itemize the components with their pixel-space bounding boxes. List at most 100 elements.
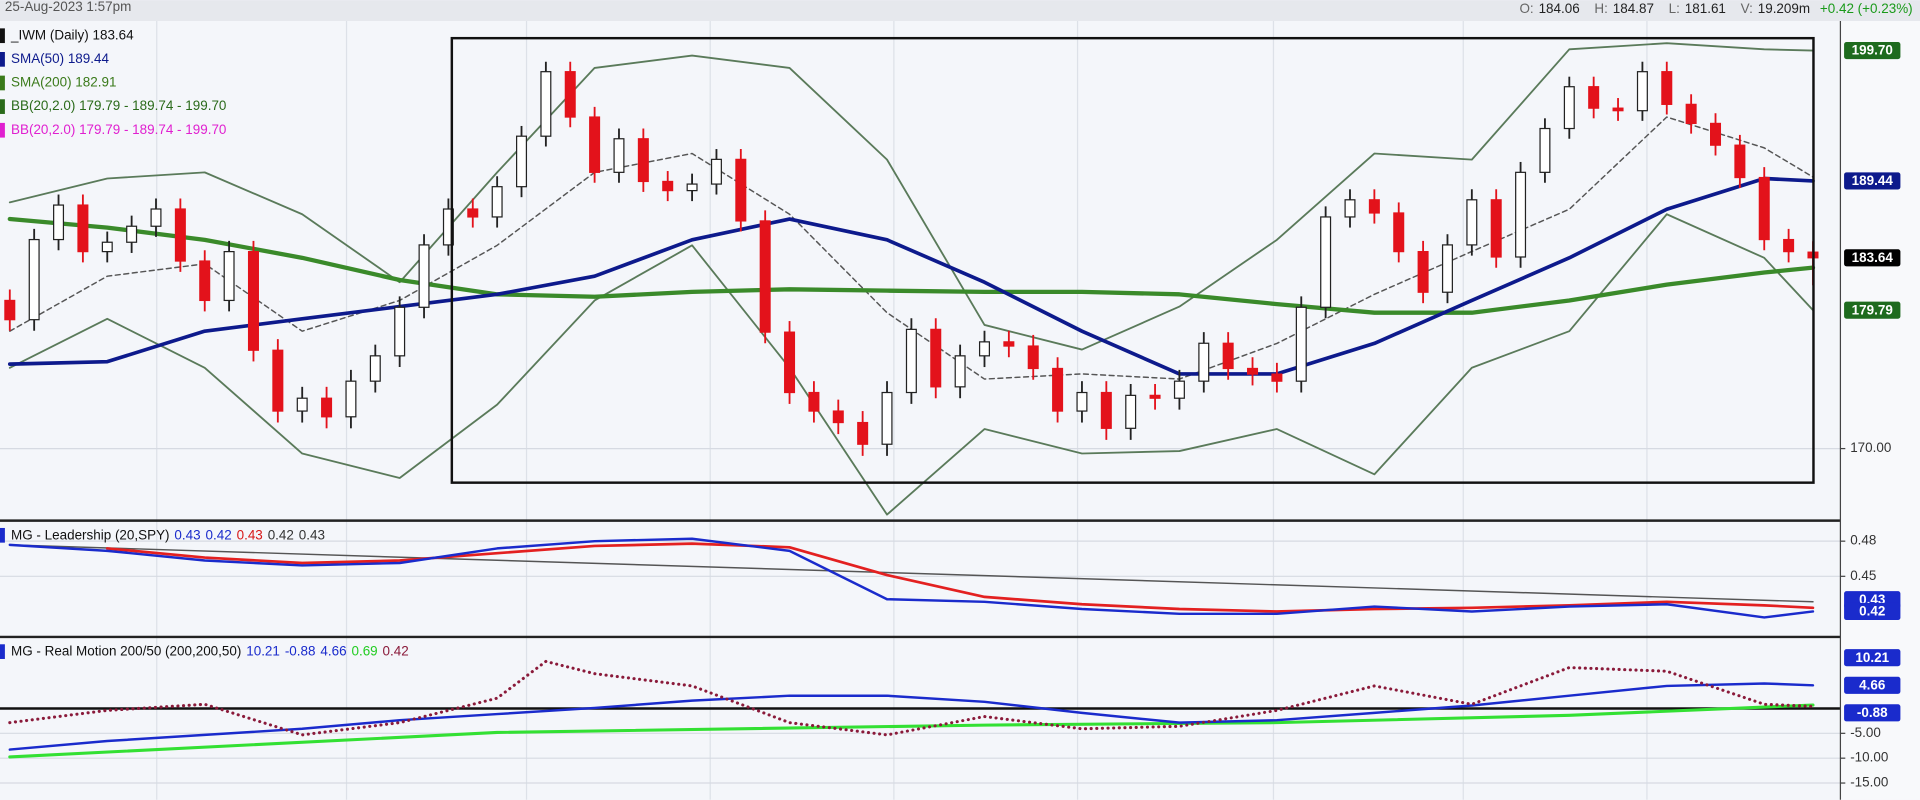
volume-label: V: [1741,0,1753,15]
volume-value: 19.209m [1758,0,1810,15]
candle-body [467,208,479,218]
panel-title-value: 0.43 [174,527,200,542]
high-label: H: [1594,0,1607,15]
candle-body [710,158,722,185]
line-series [9,544,1814,603]
value-badge-label: 199.70 [1852,43,1893,58]
change-value: +0.42 (+0.23%) [1820,0,1913,15]
candle-body [1003,341,1015,347]
value-badge-label: 189.44 [1852,173,1894,188]
candle-body [613,138,625,173]
value-badge-label: 4.66 [1859,677,1885,692]
candle-body [1076,391,1088,412]
candle-body [101,241,113,253]
axis-background [1840,21,1920,800]
candle-body [1198,342,1210,382]
candle-body [759,220,771,333]
high-value: 184.87 [1613,0,1654,15]
candle-body [150,208,162,227]
candle-body [1734,144,1746,179]
marks [0,42,1841,759]
panel-title-text: MG - Real Motion 200/50 (200,200,50) [11,643,241,658]
line-series [8,213,1814,516]
value-badge [1844,172,1901,190]
legend-label: SMA(50) 189.44 [11,51,109,66]
candle-body [954,355,966,388]
labels: 170.00 199.70 189.44 183.64 179.79 _IWM (Dail… [0,27,1901,790]
line-series [7,176,1815,376]
ohlc-info: O: 184.06 H: 184.87 L: 181.61 V: 19.209m +0.42 (… [1519,0,1912,15]
candle-body [1125,394,1137,429]
line-series [8,537,1815,619]
y-tick-label: 0.45 [1850,568,1876,583]
candle-body [564,71,576,118]
candle-body [857,421,869,445]
candle-body [1052,367,1064,412]
panel-title-value: 0.69 [351,643,377,658]
line-series [8,659,1815,737]
candle-body [662,180,674,192]
value-badge [1844,41,1901,60]
value-badge [1844,602,1901,621]
candle-body [1466,199,1478,246]
legend-swatch [0,52,5,67]
candle-body [1368,199,1380,214]
panel-title-value: 10.21 [246,643,280,658]
legend-swatch [0,75,5,91]
panel-title-value: 0.42 [268,527,294,542]
panel-title-text: MG - Leadership (20,SPY) [11,527,170,542]
y-tick-label: 0.48 [1850,533,1876,548]
candle-body [491,186,503,218]
value-badge [1844,649,1901,667]
candle-body [1295,306,1307,382]
candle-body [808,391,820,412]
value-badge-label: 10.21 [1855,650,1889,665]
panel-title-value: 0.43 [299,527,325,542]
candle-body [1149,394,1161,399]
candle-body [442,208,454,246]
candle-body [247,251,259,351]
candle-body [1636,71,1648,112]
candle-body [589,116,601,173]
candle-body [905,328,917,394]
panel-title: MG - Leadership (20,SPY) 0.43 0.42 0.43 0.42… [11,527,325,542]
candle-body [1685,103,1697,125]
candle-body [515,135,528,188]
y-tick-label: -5.00 [1850,725,1881,740]
candle-body [321,397,333,418]
candle-body [394,306,406,357]
candle-body [199,260,211,302]
candle-body [881,391,893,445]
panel-title-value: 0.43 [237,527,263,542]
candle-body [296,397,308,412]
panel-title: MG - Real Motion 200/50 (200,200,50) 10.2… [11,643,409,658]
value-badge [1844,704,1901,722]
candle-body [1710,122,1722,146]
value-badge-label: 0.42 [1859,604,1885,619]
candle-body [1563,86,1575,130]
y-tick-label: 170.00 [1850,440,1891,455]
grid [0,21,1841,800]
candle-body [28,238,40,321]
header-bar [0,0,1920,22]
panel-swatch [0,644,5,659]
legend-swatch [0,122,5,138]
y-tick-label: -10.00 [1850,750,1888,765]
legend-label: _IWM (Daily) 183.64 [10,27,134,42]
candle-body [1173,380,1185,399]
candle-body [53,204,65,241]
legend-label: BB(20,2.0) 179.79 - 189.74 - 199.70 [11,122,226,137]
candle-body [1027,345,1039,370]
legend-swatch [0,99,5,114]
candle-body [1271,373,1283,382]
candle-body [418,244,430,308]
value-badge [1844,301,1901,319]
candle-body [1515,171,1527,258]
candle-body [637,138,649,183]
candle-body [1344,199,1356,218]
candle-body [1393,212,1405,253]
legend-label: SMA(200) 182.91 [11,75,116,90]
candle-body [832,410,844,424]
candle-body [930,328,942,388]
